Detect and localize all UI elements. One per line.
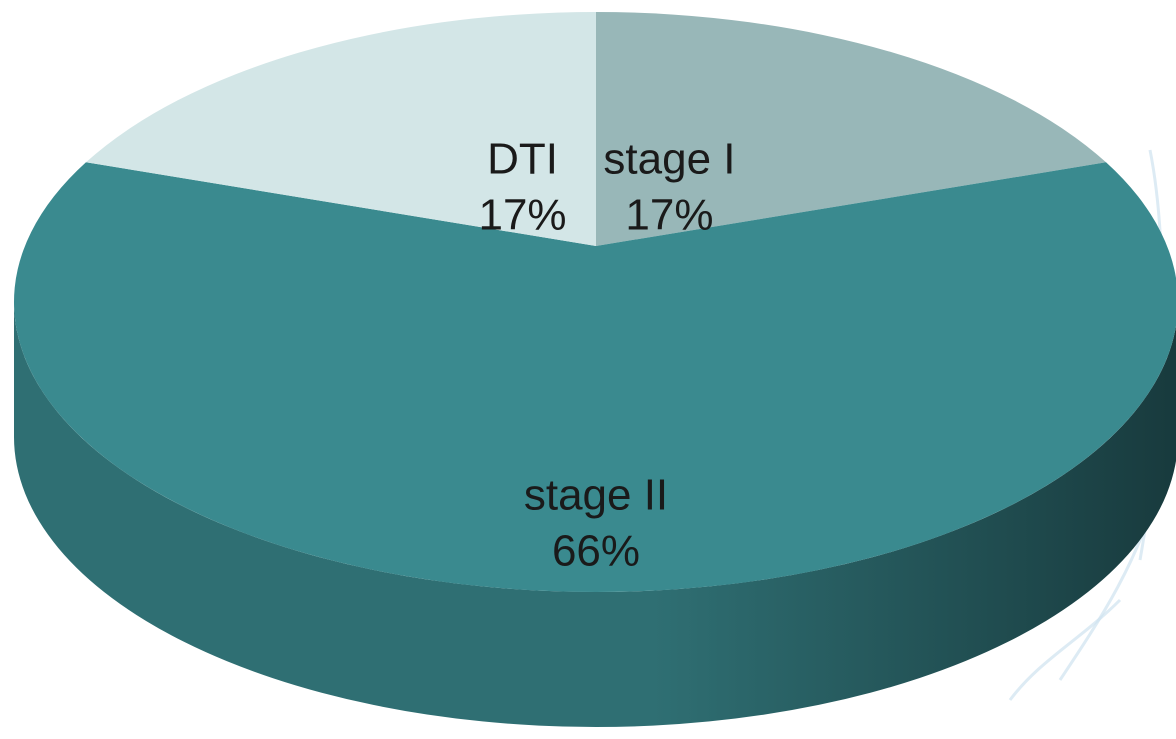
pie-slice-dti bbox=[85, 12, 597, 246]
slice-label-name: stage II bbox=[524, 470, 668, 519]
slice-label-name: DTI bbox=[487, 134, 558, 183]
pie-side-wall bbox=[14, 302, 1176, 727]
pie-slice-stage-ii bbox=[14, 162, 1176, 592]
slice-label-percent: 17% bbox=[478, 190, 566, 239]
pie-slice-stage-i bbox=[596, 12, 1107, 246]
slice-label-percent: 66% bbox=[552, 526, 640, 575]
slice-label-percent: 17% bbox=[625, 190, 713, 239]
pie-top-layer bbox=[14, 12, 1176, 592]
slice-label-name: stage I bbox=[603, 134, 735, 183]
pie-label-layer: stage I 17% stage II 66% DTI 17% bbox=[478, 134, 735, 575]
pie-side-layer bbox=[14, 302, 1176, 727]
